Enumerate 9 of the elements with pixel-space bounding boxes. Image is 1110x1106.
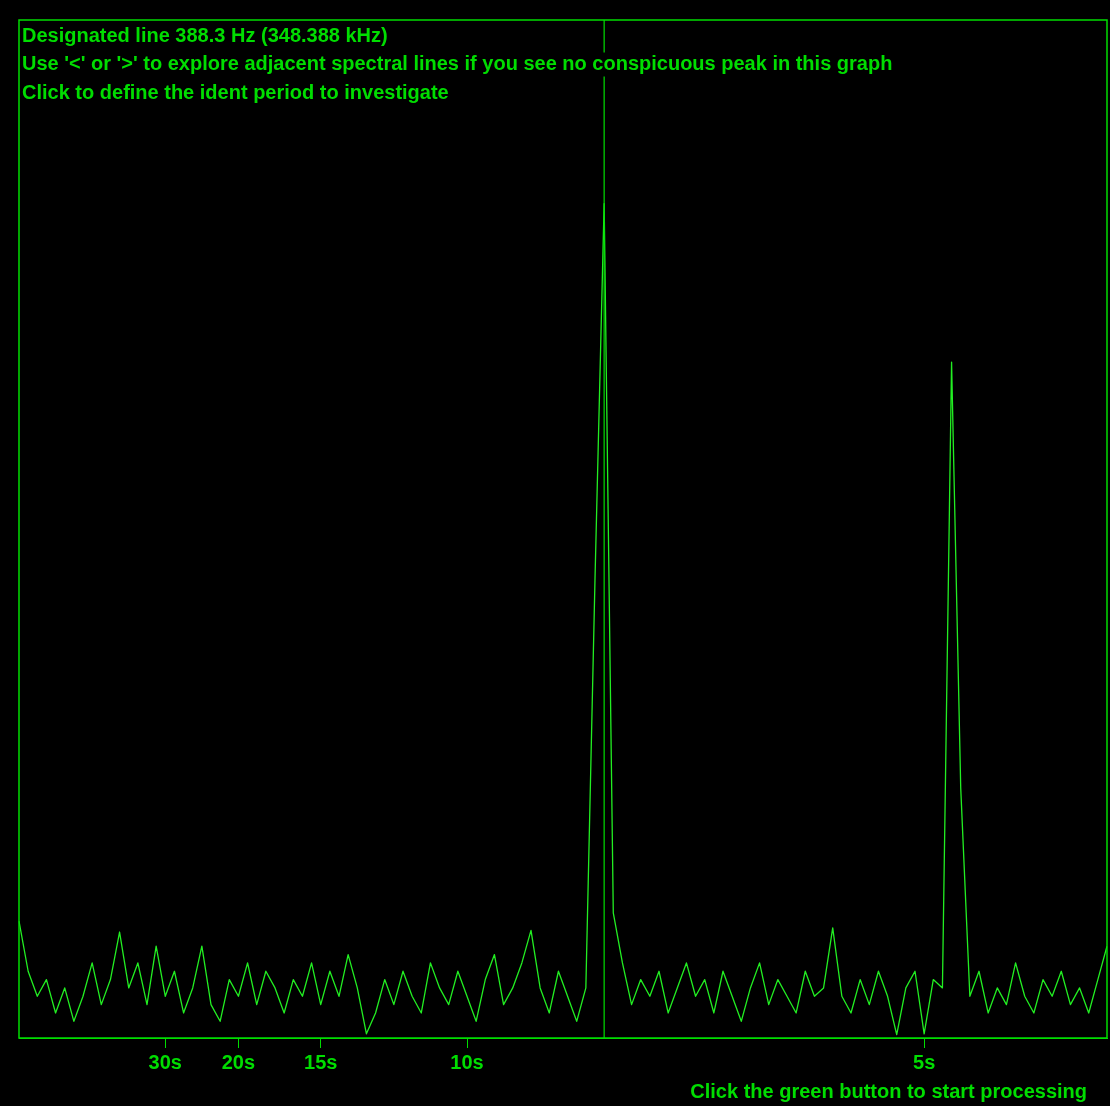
x-tick-label: 20s [221,1050,256,1073]
chart-title: Designated line 388.3 Hz (348.388 kHz) [22,23,388,46]
x-tick-label: 5s [913,1050,936,1073]
x-tick-label: 15s [304,1050,338,1073]
text: Click the green button to start processing [690,1079,1087,1102]
x-tick-label: 30s [148,1050,182,1073]
text: Click to define the ident period to investigate [22,80,449,103]
x-tick-label: 10s [450,1050,484,1073]
chart-subtitle: Use '<' or '>' to explore adjacent spectral lines if you see no conspicuous peak in this graph [22,52,893,75]
